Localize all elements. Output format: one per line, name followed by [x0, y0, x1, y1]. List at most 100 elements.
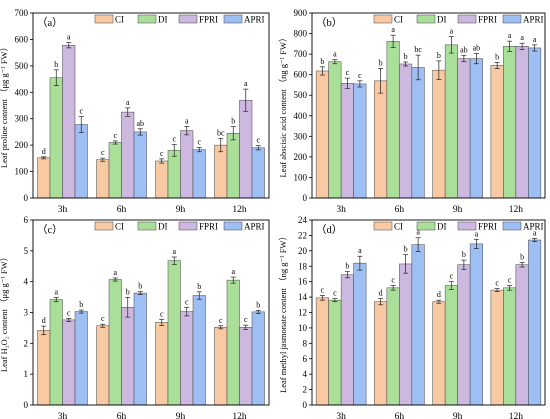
bar [121, 111, 135, 199]
significance-label: c [67, 308, 71, 317]
significance-label: ab [460, 46, 468, 55]
legend-label: CI [115, 15, 124, 25]
y-axis-label: Leaf H₂O₂ content （μg g⁻¹ FW） [0, 253, 9, 372]
y-tick-label: 12 [298, 308, 307, 318]
x-tick-label: 12h [232, 205, 247, 215]
bar [386, 287, 400, 406]
bar [37, 157, 51, 199]
bar [374, 301, 388, 406]
legend-label: FPRI [199, 15, 218, 25]
bar [96, 325, 110, 406]
y-tick-label: 2 [303, 385, 308, 395]
significance-label: b [256, 300, 260, 309]
significance-label: c [197, 138, 201, 147]
bar [386, 41, 400, 199]
significance-label: b [126, 287, 130, 296]
y-tick-label: 1 [24, 369, 29, 379]
bar [108, 279, 122, 406]
significance-label: d [42, 316, 46, 325]
x-tick-label: 3h [58, 412, 68, 419]
significance-label: a [533, 35, 537, 44]
bar [192, 295, 206, 406]
bar [328, 299, 342, 406]
significance-label: c [333, 289, 337, 298]
panel-label: （b） [316, 17, 342, 29]
legend-swatch [137, 221, 157, 231]
y-tick-label: 24 [298, 215, 308, 225]
significance-label: c [79, 107, 83, 116]
significance-label: a [475, 229, 479, 238]
significance-label: b [320, 57, 324, 66]
significance-label: b [345, 262, 349, 271]
y-tick-label: 2 [24, 338, 29, 348]
significance-label: a [185, 116, 189, 125]
y-tick-label: 0 [24, 193, 29, 203]
significance-label: b [404, 52, 408, 61]
bar [444, 285, 458, 406]
chart-panel: 0 100 200 300 400 500 600 700 Leaf proline conte… [0, 8, 270, 215]
legend-swatch [416, 14, 436, 24]
x-tick-label: 12h [232, 412, 247, 419]
y-tick-label: 600 [294, 70, 308, 80]
bar [315, 297, 329, 406]
legend-swatch [137, 14, 157, 24]
significance-label: a [508, 31, 512, 40]
significance-label: b [79, 300, 83, 309]
significance-label: ab [473, 43, 481, 52]
bar [444, 44, 458, 199]
bar [239, 327, 253, 406]
legend-swatch [502, 221, 522, 231]
bar [490, 65, 504, 199]
bar [432, 301, 446, 406]
y-tick-label: 3 [24, 308, 29, 318]
bar [374, 80, 388, 199]
bar [353, 262, 367, 406]
y-tick-label: 0 [303, 193, 308, 203]
significance-label: c [101, 148, 105, 157]
y-tick-label: 5 [24, 246, 29, 256]
significance-label: a [113, 268, 117, 277]
x-tick-label: 3h [336, 205, 346, 215]
x-tick-label: 3h [58, 205, 68, 215]
bar [457, 58, 471, 199]
significance-label: a [391, 25, 395, 34]
bar [226, 279, 240, 406]
x-tick-label: 9h [453, 412, 463, 419]
plot-frame [32, 219, 270, 406]
bar [399, 263, 413, 406]
y-tick-label: 6 [303, 354, 308, 364]
y-tick-label: 10 [298, 323, 308, 333]
legend-label: FPRI [478, 222, 497, 232]
x-tick-label: 9h [453, 205, 463, 215]
bar [226, 133, 240, 199]
significance-label: c [358, 71, 362, 80]
bar [37, 330, 51, 406]
significance-label: b [231, 117, 235, 126]
bar [503, 287, 517, 406]
y-tick-label: 500 [294, 90, 308, 100]
bar [180, 130, 194, 199]
legend-label: APRI [244, 15, 265, 25]
significance-label: c [219, 316, 223, 325]
bar [328, 61, 342, 199]
bar [155, 322, 169, 406]
y-tick-label: 18 [298, 261, 308, 271]
y-tick-label: 4 [303, 369, 308, 379]
chart-panel: 0 100 200 300 400 500 600 700 800 900 Leaf abscisi… [278, 8, 546, 215]
bar [167, 260, 181, 406]
bar [399, 63, 413, 199]
significance-label: c [244, 315, 248, 324]
y-tick-label: 800 [294, 29, 308, 39]
bar [180, 311, 194, 406]
significance-label: b [520, 252, 524, 261]
significance-label: c [160, 149, 164, 158]
plot-frame [311, 12, 546, 199]
bar [353, 83, 367, 199]
significance-label: bc [217, 129, 225, 138]
bar [432, 69, 446, 199]
x-tick-label: 6h [117, 205, 127, 215]
panel-label: （c） [37, 224, 63, 236]
bar [239, 99, 253, 199]
legend-swatch [457, 14, 477, 24]
